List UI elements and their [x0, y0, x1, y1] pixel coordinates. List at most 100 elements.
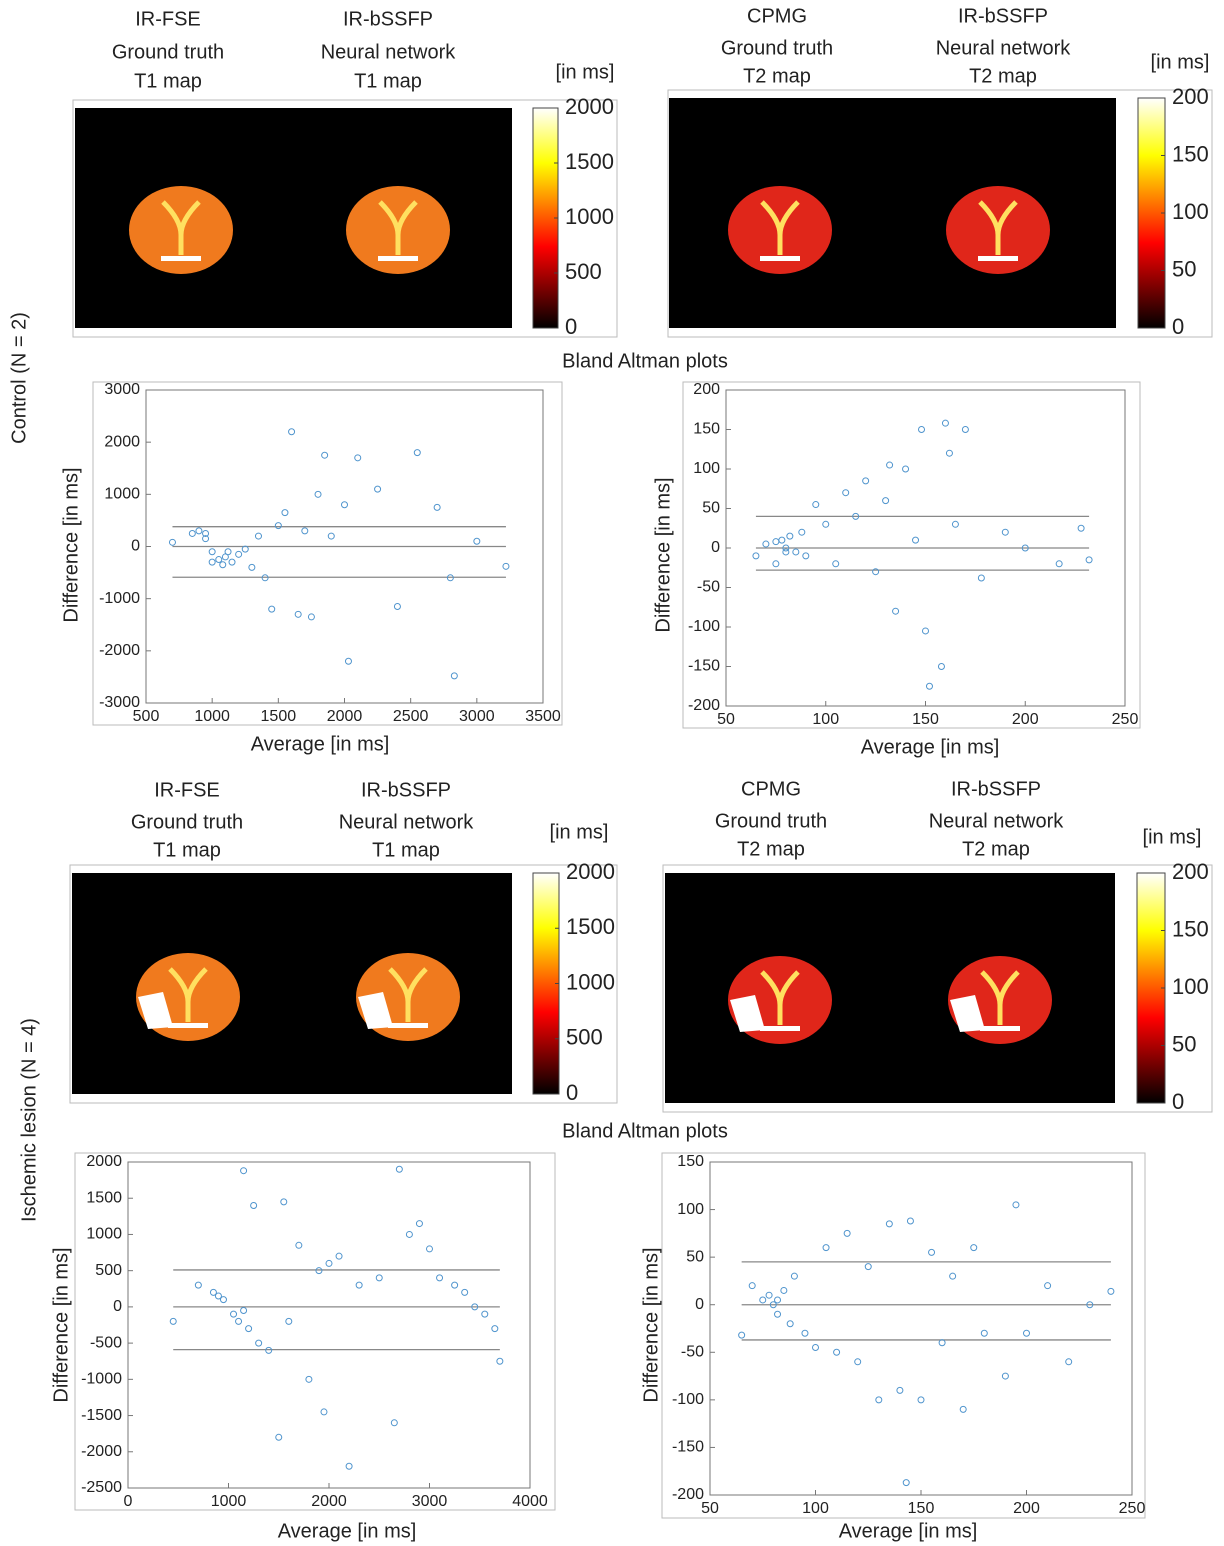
scatter-point: [949, 1272, 957, 1280]
scatter-point: [792, 548, 800, 556]
scatter-point: [235, 1317, 243, 1325]
colorbar-unit: [in ms]: [1151, 51, 1210, 73]
x-tick-label: 2000: [327, 708, 363, 725]
scatter-point: [450, 672, 458, 680]
colorbar-tick-label: 150: [1172, 916, 1209, 941]
colorbar-tick-label: 50: [1172, 1031, 1196, 1056]
map-header: IR-FSE: [154, 779, 220, 801]
scatter-point: [1021, 544, 1029, 552]
colorbar-unit: [in ms]: [1143, 826, 1202, 848]
y-tick-label: -2000: [99, 642, 140, 659]
scatter-point: [433, 503, 441, 511]
scatter-point: [842, 489, 850, 497]
colorbar-tick-label: 0: [1172, 314, 1184, 339]
panel-frame: [69, 864, 618, 1104]
section-title: Bland Altman plots: [562, 1120, 728, 1142]
brain-ventricle: [760, 200, 800, 255]
map-header: CPMG: [741, 778, 801, 800]
scatter-point: [285, 1317, 293, 1325]
scatter-point: [852, 512, 860, 520]
scatter-point: [1086, 1301, 1094, 1309]
scatter-point: [798, 528, 806, 536]
map-header: Neural network: [339, 811, 475, 833]
x-axis-label: Average [in ms]: [839, 1520, 978, 1542]
scatter-point: [1077, 524, 1085, 532]
map-header: Ground truth: [112, 41, 224, 63]
colorbar-tick-label: 0: [565, 314, 577, 339]
scatter-point: [759, 1296, 767, 1304]
scatter-point: [774, 1296, 782, 1304]
scatter-point: [1001, 528, 1009, 536]
scatter-point: [875, 1396, 883, 1404]
brain-ventricle: [378, 200, 418, 255]
scatter-point: [843, 1229, 851, 1237]
brain-base: [760, 256, 800, 261]
map-header: T2 map: [962, 838, 1030, 860]
scatter-point: [864, 1263, 872, 1271]
scatter-point: [902, 465, 910, 473]
x-tick-label: 250: [1112, 711, 1139, 728]
brain-base: [161, 256, 201, 261]
y-tick-label: -1500: [81, 1407, 122, 1424]
y-tick-label: 0: [113, 1298, 122, 1315]
map-header: Ground truth: [715, 810, 827, 832]
scatter-point: [209, 1288, 217, 1296]
map-header: T2 map: [737, 838, 805, 860]
scatter-point: [892, 607, 900, 615]
colorbar-tick-label: 1500: [565, 149, 614, 174]
colorbar-tick-label: 100: [1172, 199, 1209, 224]
scatter-point: [780, 1286, 788, 1294]
scatter-point: [896, 1386, 904, 1394]
scatter-point: [906, 1217, 914, 1225]
lesion: [138, 992, 173, 1029]
colorbar-tick-label: 50: [1172, 256, 1196, 281]
scatter-point: [355, 1281, 363, 1289]
brain-ventricle: [978, 200, 1018, 255]
y-tick-label: 1500: [86, 1189, 122, 1206]
brain-ventricle: [760, 970, 800, 1025]
y-axis-label: Difference [in ms]: [652, 477, 674, 632]
scatter-point: [327, 532, 335, 540]
x-tick-label: 50: [701, 1500, 719, 1517]
y-tick-label: 1000: [104, 486, 140, 503]
map-header: T1 map: [134, 70, 202, 92]
map-header: Ground truth: [131, 811, 243, 833]
scatter-point: [344, 657, 352, 665]
axes-box: [709, 1161, 1133, 1496]
x-tick-label: 3000: [412, 1493, 448, 1510]
scatter-point: [315, 1267, 323, 1275]
row-label: Ischemic lesion (N = 4): [18, 1018, 40, 1222]
colorbar-tick-label: 500: [565, 259, 602, 284]
scatter-point: [240, 1167, 248, 1175]
x-axis-label: Average [in ms]: [278, 1520, 417, 1542]
x-tick-label: 50: [717, 711, 735, 728]
scatter-point: [882, 497, 890, 505]
scatter-point: [280, 1198, 288, 1206]
y-tick-label: 0: [711, 539, 720, 556]
map-header: T1 map: [354, 70, 422, 92]
y-tick-label: 500: [95, 1262, 122, 1279]
scatter-point: [951, 520, 959, 528]
scatter-point: [473, 537, 481, 545]
x-tick-label: 1000: [211, 1493, 247, 1510]
scatter-point: [345, 1462, 353, 1470]
colorbar-tick-label: 200: [1172, 859, 1209, 884]
scatter-point: [301, 527, 309, 535]
scatter-point: [752, 552, 760, 560]
y-tick-label: 0: [695, 1296, 704, 1313]
scatter-point: [1085, 556, 1093, 564]
row-label: Control (N = 2): [8, 312, 30, 444]
scatter-point: [941, 419, 949, 427]
y-tick-label: -200: [688, 697, 720, 714]
scatter-point: [912, 536, 920, 544]
map-header: IR-bSSFP: [951, 778, 1041, 800]
scatter-point: [354, 454, 362, 462]
scatter-point: [321, 451, 329, 459]
colorbar-tick-label: 0: [566, 1080, 578, 1105]
scatter-point: [261, 574, 269, 582]
chart-frame: [92, 381, 563, 726]
scatter-point: [502, 562, 510, 570]
scatter-point: [245, 1325, 253, 1333]
scatter-point: [307, 613, 315, 621]
scatter-point: [325, 1259, 333, 1267]
